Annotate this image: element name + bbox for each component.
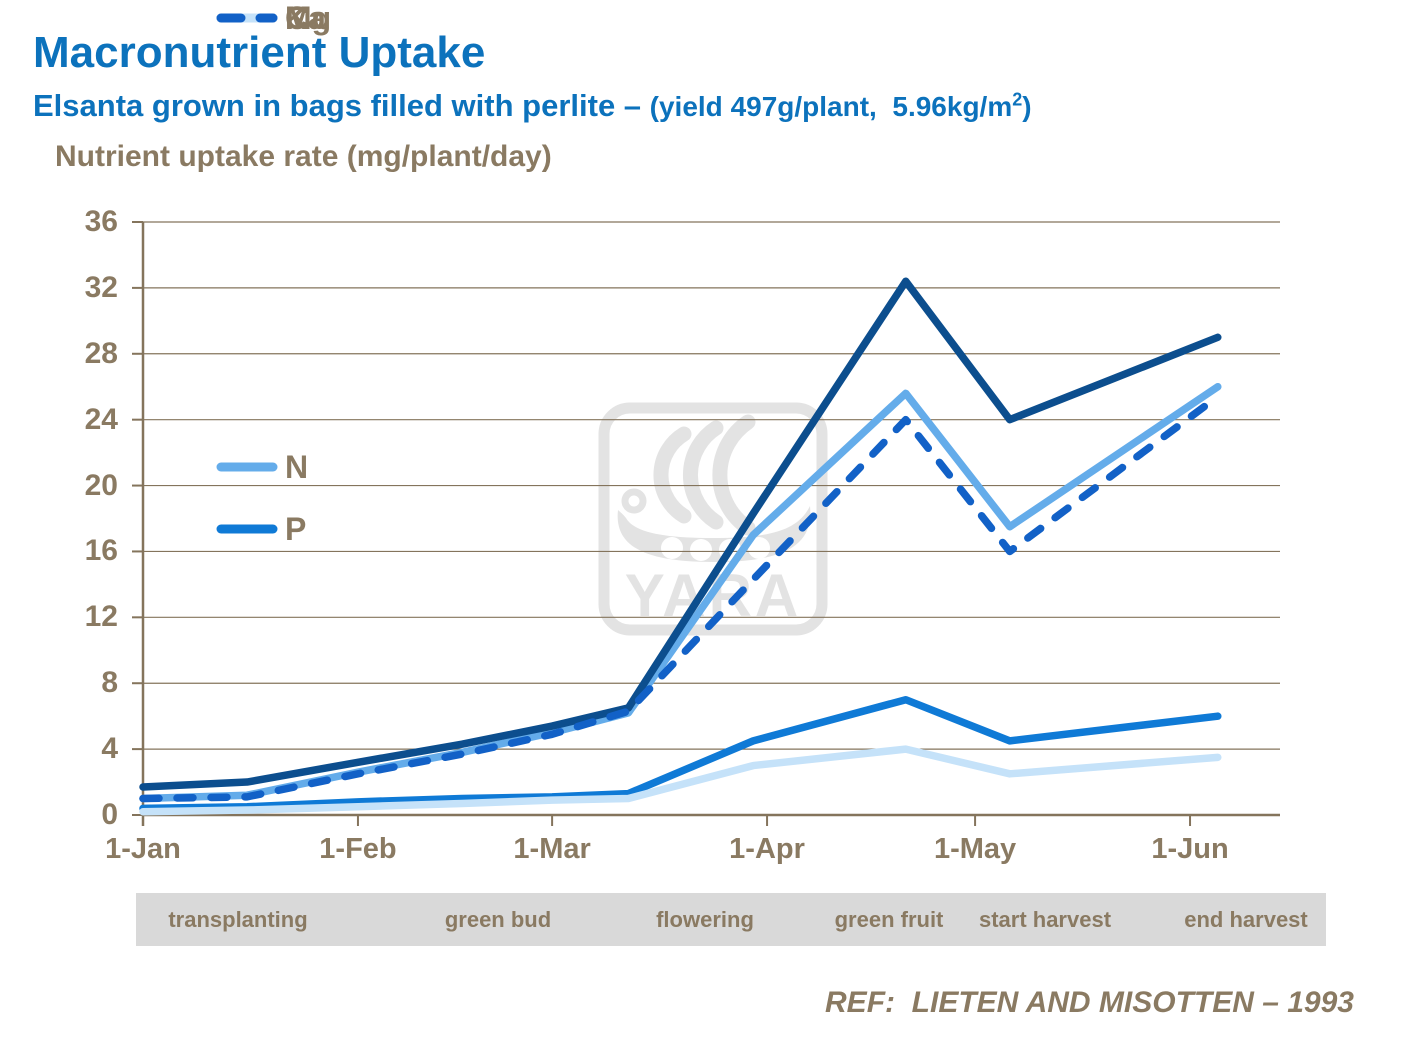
x-tick-label: 1-Feb xyxy=(319,833,397,865)
legend-item-ca: Ca xyxy=(216,0,326,36)
y-tick-label: 0 xyxy=(101,798,118,831)
x-tick-label: 1-Jan xyxy=(105,833,181,865)
stage-label: flowering xyxy=(656,907,754,932)
x-tick-label: 1-May xyxy=(933,833,1017,865)
superscript-2: 2 xyxy=(1012,89,1023,110)
reference-text: REF: LIETEN AND MISOTTEN – 1993 xyxy=(825,986,1354,1019)
stage-label: green bud xyxy=(444,907,552,932)
legend-label: K xyxy=(285,0,309,36)
subtitle-yield: (yield 497g/plant, 5.96kg/m2) xyxy=(649,89,1032,122)
stage-label: end harvest xyxy=(1184,907,1308,932)
legend-key-line xyxy=(216,1,278,35)
y-tick-label: 16 xyxy=(84,534,118,568)
sail-arcs-icon xyxy=(653,414,756,536)
x-tick-label: 1-Jun xyxy=(1151,833,1229,865)
y-tick-label: 28 xyxy=(84,336,118,370)
y-tick-label: 8 xyxy=(101,666,118,700)
subtitle-main: Elsanta grown in bags filled with perlit… xyxy=(33,88,650,123)
legend-item-mg: Mg xyxy=(216,0,331,36)
stage-label: green fruit xyxy=(834,907,944,932)
legend-label: Ca xyxy=(285,0,326,36)
watermark-frame xyxy=(598,402,828,636)
page-subtitle: Elsanta grown in bags filled with perlit… xyxy=(33,88,1032,124)
x-tick-label: 1-Mar xyxy=(513,833,591,865)
y-tick-label: 12 xyxy=(84,600,118,634)
prow-spiral-icon xyxy=(621,488,647,514)
y-tick-label: 4 xyxy=(101,732,118,766)
legend-label: P xyxy=(285,511,307,547)
legend-label: Mg xyxy=(285,0,332,36)
growth-stage-band: transplanting green bud flowering green … xyxy=(136,893,1326,946)
legend-label: N xyxy=(285,449,309,485)
stage-label: transplanting xyxy=(168,907,308,932)
legend-key-line xyxy=(216,450,278,484)
legend-item-n: N xyxy=(216,449,308,485)
chart-title: Nutrient uptake rate (mg/plant/day) xyxy=(55,140,552,173)
page-title: Macronutrient Uptake xyxy=(33,28,486,77)
x-tick-label: 1-Apr xyxy=(729,833,805,865)
y-tick-label: 24 xyxy=(84,402,118,436)
legend-item-p: P xyxy=(216,511,306,547)
y-tick-label: 20 xyxy=(84,468,118,502)
y-tick-label: 36 xyxy=(84,205,118,238)
y-tick-label: 32 xyxy=(84,270,118,304)
legend-key-line xyxy=(216,512,278,546)
stage-label: start harvest xyxy=(978,907,1112,932)
